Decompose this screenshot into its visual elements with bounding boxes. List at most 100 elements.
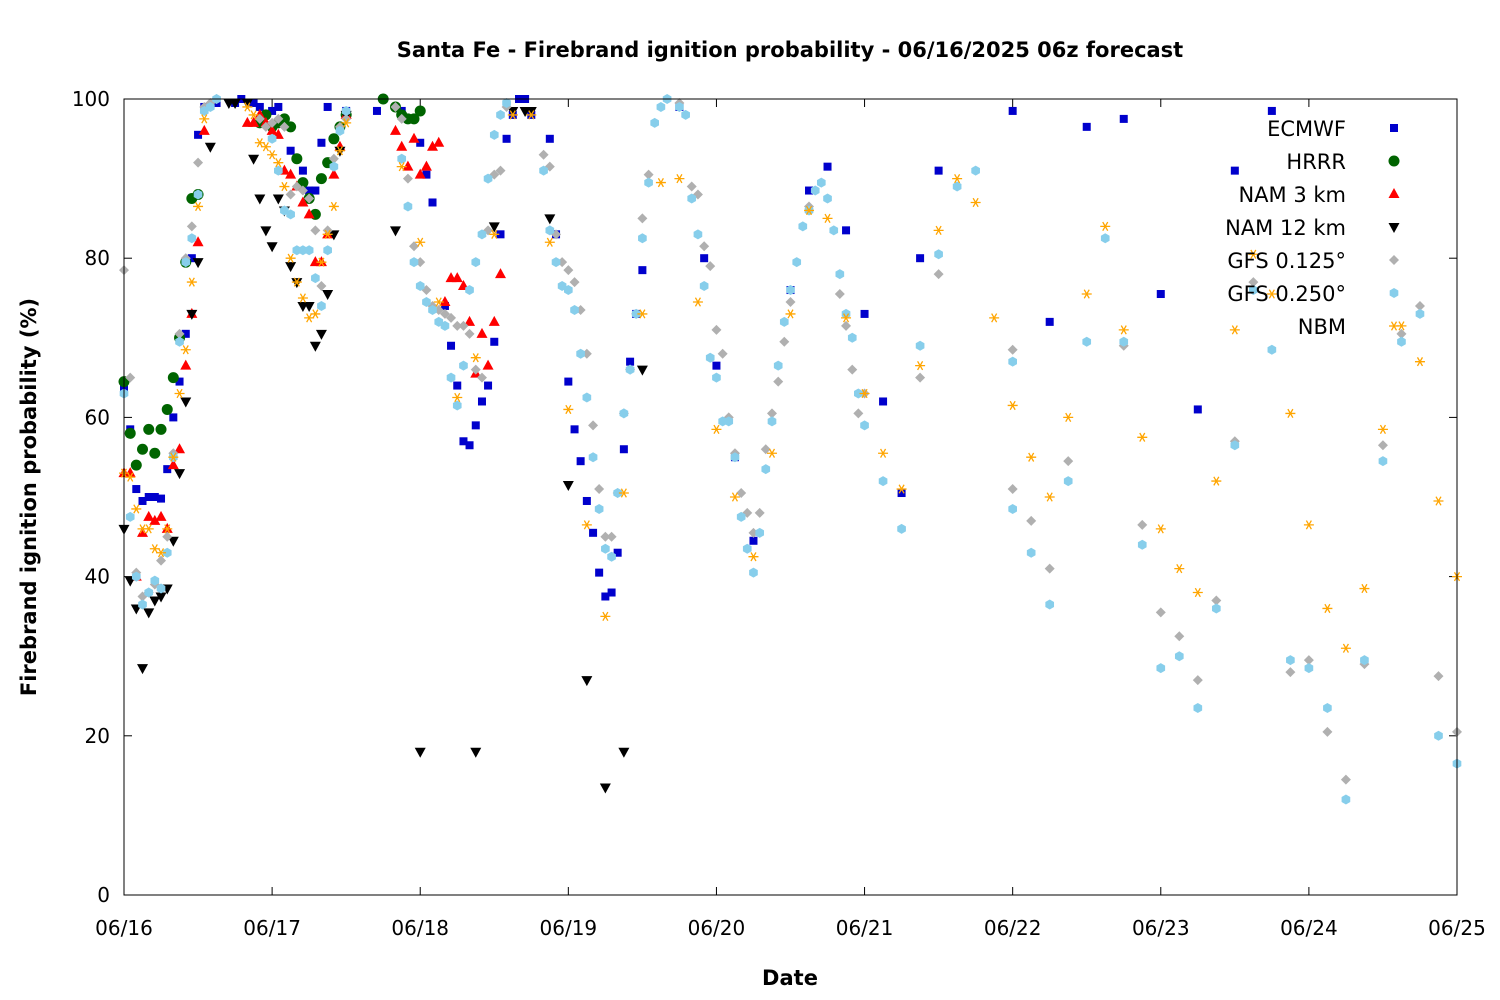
- data-point: [132, 485, 141, 494]
- data-point: [1100, 221, 1111, 231]
- data-point: [1414, 357, 1425, 367]
- data-point: [490, 337, 499, 346]
- data-point: [760, 444, 771, 455]
- data-point: [1082, 122, 1091, 131]
- data-point: [736, 488, 747, 499]
- data-point: [1304, 663, 1314, 674]
- data-point: [495, 165, 506, 176]
- data-point: [297, 196, 309, 207]
- data-point: [174, 443, 186, 454]
- y-tick-label: 40: [85, 565, 110, 589]
- data-point: [1044, 492, 1055, 502]
- data-point: [285, 121, 297, 133]
- data-point: [1192, 675, 1203, 686]
- data-point: [137, 664, 149, 675]
- data-point: [1026, 547, 1036, 558]
- data-point: [896, 484, 907, 494]
- data-point: [323, 102, 332, 111]
- data-point: [1119, 114, 1128, 123]
- data-point: [187, 233, 197, 244]
- data-point: [322, 229, 333, 239]
- data-point: [328, 230, 340, 241]
- data-point: [416, 138, 425, 147]
- data-point: [328, 133, 340, 145]
- data-point: [712, 372, 721, 383]
- data-point: [420, 160, 432, 171]
- data-point: [267, 150, 278, 160]
- legend: ECMWF HRRR NAM 3 km NAM 12 km GFS 0.125° GFS …: [1225, 117, 1400, 339]
- data-point: [285, 189, 296, 200]
- data-point: [816, 177, 826, 188]
- data-point: [334, 146, 345, 156]
- data-point: [167, 536, 179, 547]
- data-point: [131, 504, 142, 514]
- data-point: [304, 245, 314, 256]
- data-point: [162, 531, 173, 542]
- data-point: [181, 329, 190, 338]
- data-point: [396, 162, 407, 172]
- data-point: [970, 197, 981, 208]
- data-point: [204, 142, 216, 153]
- data-point: [1285, 408, 1296, 419]
- data-point: [267, 133, 277, 144]
- data-point: [854, 388, 863, 399]
- data-point: [717, 348, 728, 359]
- legend-marker: [1388, 155, 1400, 167]
- y-tick-label: 60: [85, 405, 110, 429]
- data-point: [1174, 564, 1185, 574]
- data-point: [414, 105, 426, 117]
- data-point: [175, 377, 184, 386]
- data-point: [260, 142, 271, 152]
- data-point: [266, 124, 278, 135]
- data-point: [143, 608, 155, 619]
- data-point: [1434, 730, 1443, 741]
- data-point: [409, 257, 419, 268]
- data-point: [1045, 317, 1054, 326]
- data-point: [692, 297, 703, 307]
- data-point: [564, 285, 573, 296]
- y-axis-label: Firebrand ignition probability (%): [17, 298, 41, 696]
- data-point: [317, 138, 326, 147]
- x-tick-label: 06/16: [95, 916, 153, 940]
- data-point: [125, 372, 136, 383]
- data-point: [482, 359, 494, 370]
- data-point: [483, 173, 493, 184]
- data-point: [1378, 456, 1388, 467]
- data-point: [323, 245, 332, 256]
- data-point: [748, 552, 759, 562]
- data-point: [403, 201, 413, 212]
- data-point: [1063, 412, 1074, 423]
- data-point: [1081, 289, 1092, 299]
- data-point: [526, 110, 537, 120]
- data-point: [193, 201, 204, 212]
- data-point: [841, 320, 852, 331]
- data-point: [618, 488, 629, 498]
- data-point: [1341, 794, 1351, 805]
- data-point: [174, 328, 185, 339]
- data-point: [260, 121, 271, 132]
- data-point: [390, 101, 401, 112]
- data-point: [989, 313, 1000, 323]
- legend-label: HRRR: [1286, 150, 1346, 174]
- data-point: [447, 341, 456, 350]
- data-point: [971, 165, 980, 176]
- data-point: [1007, 344, 1018, 355]
- data-point: [1174, 631, 1185, 642]
- y-tick-label: 20: [85, 724, 110, 748]
- legend-marker: [1389, 321, 1399, 331]
- data-point: [193, 157, 204, 168]
- data-point: [786, 285, 795, 296]
- x-tick-label: 06/24: [1280, 916, 1338, 940]
- data-point: [570, 425, 579, 434]
- data-point: [167, 372, 179, 384]
- data-point: [693, 229, 703, 240]
- data-point: [496, 109, 505, 120]
- data-point: [847, 364, 858, 375]
- data-point: [631, 308, 641, 319]
- data-point: [414, 747, 426, 758]
- data-point: [143, 423, 155, 435]
- data-point: [494, 268, 506, 279]
- data-point: [1433, 496, 1444, 506]
- data-point: [291, 277, 302, 287]
- data-point: [915, 361, 926, 371]
